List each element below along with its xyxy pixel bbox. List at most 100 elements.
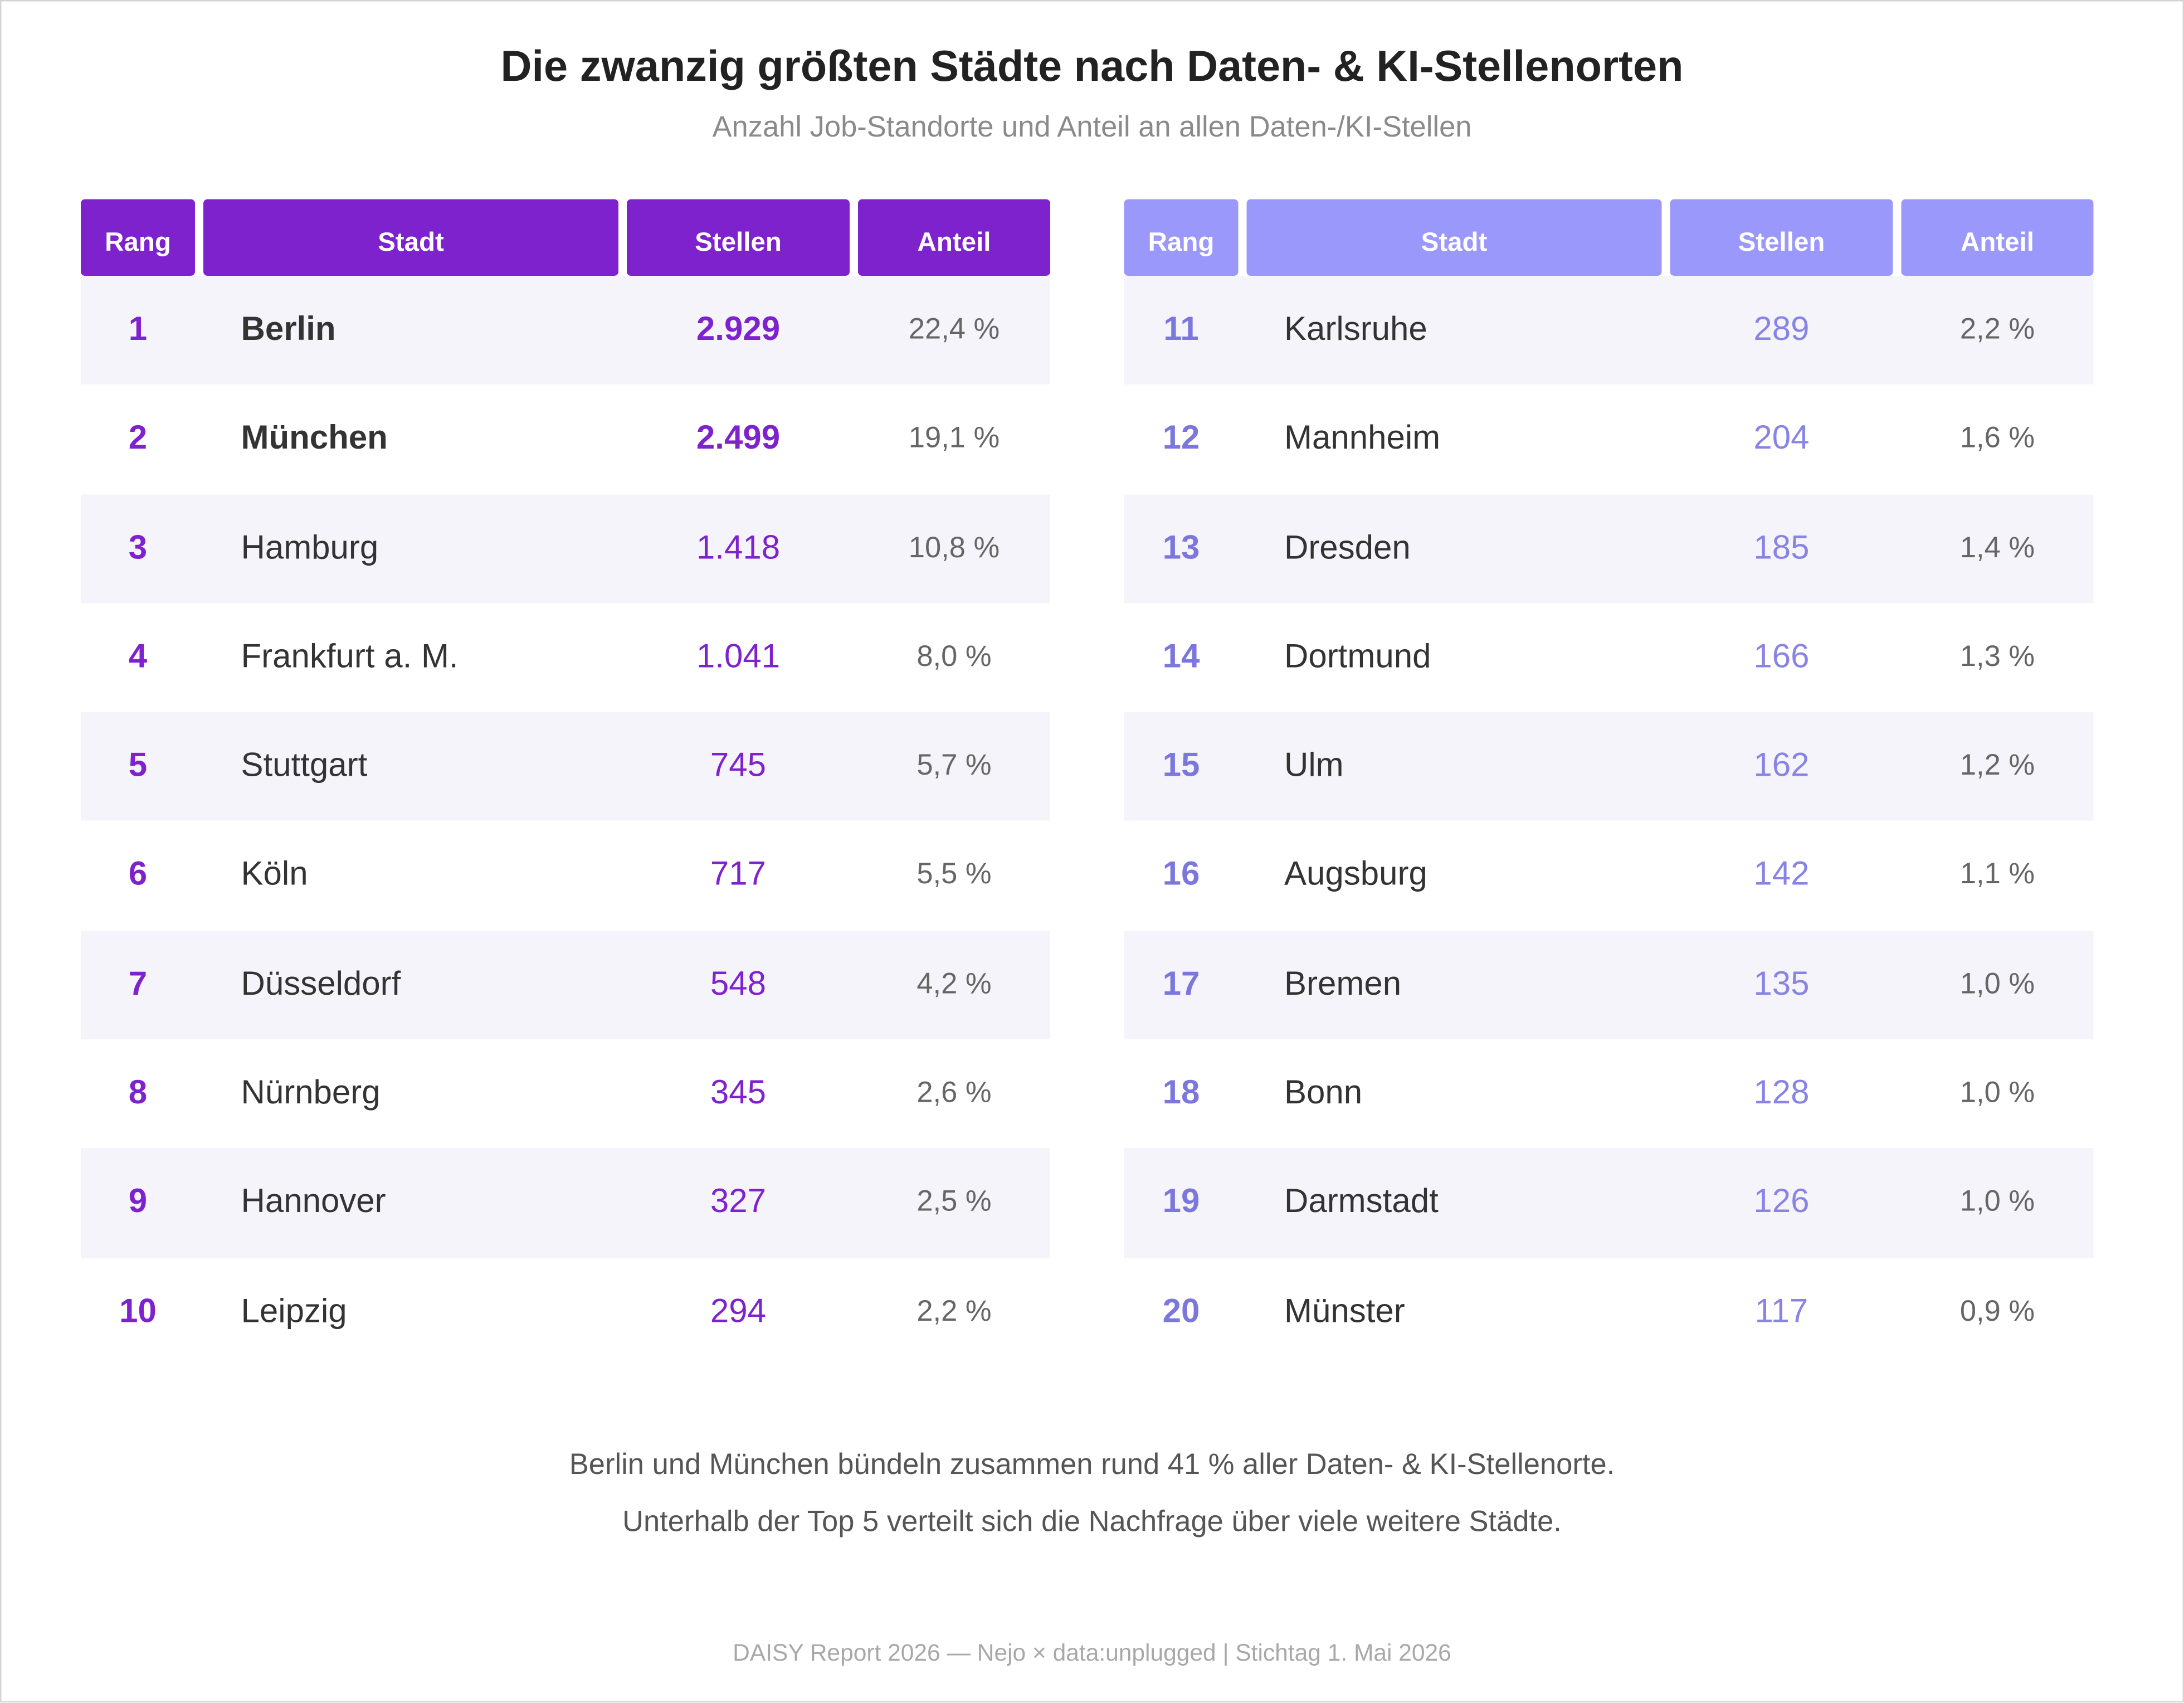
rank-cell: 13 — [1162, 528, 1200, 567]
source-credit: DAISY Report 2026 — Nejo × data:unplugge… — [733, 1639, 1451, 1667]
header-share: Anteil — [1901, 199, 2094, 276]
table-row: 11 Karlsruhe 289 2,2 % — [1124, 276, 2094, 385]
share-cell: 1,2 % — [1959, 750, 2035, 782]
rank-cell: 19 — [1162, 1183, 1200, 1221]
rank-cell: 17 — [1162, 965, 1200, 1003]
rank-cell: 14 — [1162, 638, 1200, 676]
share-cell: 19,1 % — [908, 422, 1000, 455]
table-left-header: Rang Stadt Stellen Anteil — [81, 199, 1050, 276]
rank-cell: 20 — [1162, 1292, 1200, 1330]
rank-cell: 15 — [1162, 747, 1200, 785]
city-cell: Dresden — [1284, 528, 1411, 567]
table-row: 8 Nürnberg 345 2,6 % — [81, 1039, 1050, 1149]
footnote-line-1: Berlin und München bündeln zusammen rund… — [569, 1449, 1615, 1481]
city-cell: Nürnberg — [241, 1074, 381, 1112]
rank-cell: 18 — [1162, 1074, 1200, 1112]
share-cell: 1,1 % — [1959, 859, 2035, 891]
share-cell: 5,5 % — [916, 859, 992, 891]
table-row: 20 Münster 117 0,9 % — [1124, 1258, 2094, 1367]
jobs-cell: 289 — [1753, 310, 1810, 349]
share-cell: 10,8 % — [908, 531, 1000, 564]
rank-cell: 5 — [128, 747, 148, 785]
rank-cell: 16 — [1162, 856, 1200, 894]
city-cell: Stuttgart — [241, 747, 368, 785]
jobs-cell: 745 — [710, 747, 767, 785]
share-cell: 1,0 % — [1959, 1077, 2035, 1110]
header-jobs: Stellen — [1670, 199, 1893, 276]
rank-cell: 6 — [128, 856, 148, 894]
table-right-header: Rang Stadt Stellen Anteil — [1124, 199, 2094, 276]
table-row: 4 Frankfurt a. M. 1.041 8,0 % — [81, 603, 1050, 712]
table-row: 16 Augsburg 142 1,1 % — [1124, 821, 2094, 931]
jobs-cell: 717 — [710, 856, 767, 894]
jobs-cell: 135 — [1753, 965, 1810, 1003]
city-cell: Augsburg — [1284, 856, 1427, 894]
city-cell: Mannheim — [1284, 420, 1441, 458]
jobs-cell: 162 — [1753, 747, 1810, 785]
city-cell: München — [241, 420, 388, 458]
table-row: 3 Hamburg 1.418 10,8 % — [81, 494, 1050, 604]
table-left: Rang Stadt Stellen Anteil 1 Berlin 2.929 22… — [81, 199, 1050, 1367]
share-cell: 22,4 % — [908, 313, 1000, 346]
table-row: 15 Ulm 162 1,2 % — [1124, 712, 2094, 821]
share-cell: 1,6 % — [1959, 422, 2035, 455]
city-cell: Dortmund — [1284, 638, 1431, 676]
header-jobs: Stellen — [627, 199, 850, 276]
table-row: 9 Hannover 327 2,5 % — [81, 1148, 1050, 1258]
share-cell: 8,0 % — [916, 640, 992, 673]
city-cell: Ulm — [1284, 747, 1344, 785]
header-city: Stadt — [1246, 199, 1662, 276]
table-row: 1 Berlin 2.929 22,4 % — [81, 276, 1050, 385]
table-row: 13 Dresden 185 1,4 % — [1124, 494, 2094, 604]
share-cell: 4,2 % — [916, 967, 992, 1000]
city-cell: Hamburg — [241, 528, 379, 567]
rank-cell: 7 — [128, 965, 148, 1003]
rank-cell: 3 — [128, 528, 148, 567]
city-cell: Düsseldorf — [241, 965, 401, 1003]
share-cell: 1,3 % — [1959, 640, 2035, 673]
jobs-cell: 128 — [1753, 1074, 1810, 1112]
city-cell: Karlsruhe — [1284, 310, 1427, 349]
table-row: 2 München 2.499 19,1 % — [81, 385, 1050, 494]
city-cell: Hannover — [241, 1183, 386, 1221]
city-cell: Münster — [1284, 1292, 1405, 1330]
jobs-cell: 345 — [710, 1074, 767, 1112]
rank-cell: 9 — [128, 1183, 148, 1221]
table-row: 5 Stuttgart 745 5,7 % — [81, 712, 1050, 821]
jobs-cell: 142 — [1753, 856, 1810, 894]
city-cell: Leipzig — [241, 1292, 347, 1330]
table-right: Rang Stadt Stellen Anteil 11 Karlsruhe 289… — [1124, 199, 2094, 1367]
footnote-line-2: Unterhalb der Top 5 verteilt sich die Na… — [622, 1506, 1562, 1539]
city-cell: Bonn — [1284, 1074, 1363, 1112]
city-cell: Darmstadt — [1284, 1183, 1439, 1221]
share-cell: 1,0 % — [1959, 967, 2035, 1000]
city-cell: Bremen — [1284, 965, 1402, 1003]
jobs-cell: 2.929 — [696, 310, 781, 349]
rank-cell: 2 — [128, 420, 148, 458]
share-cell: 0,9 % — [1959, 1295, 2035, 1327]
table-left-body: 1 Berlin 2.929 22,4 % 2 München 2.499 19,1 % 3 Ha… — [81, 276, 1050, 1366]
city-cell: Berlin — [241, 310, 336, 349]
header-rank: Rang — [81, 199, 195, 276]
table-row: 18 Bonn 128 1,0 % — [1124, 1039, 2094, 1149]
jobs-cell: 126 — [1753, 1183, 1810, 1221]
jobs-cell: 185 — [1753, 528, 1810, 567]
rank-cell: 8 — [128, 1074, 148, 1112]
share-cell: 2,5 % — [916, 1186, 992, 1218]
rank-cell: 4 — [128, 638, 148, 676]
jobs-cell: 2.499 — [696, 420, 781, 458]
header-rank: Rang — [1124, 199, 1239, 276]
table-row: 10 Leipzig 294 2,2 % — [81, 1258, 1050, 1367]
jobs-cell: 548 — [710, 965, 767, 1003]
jobs-cell: 1.041 — [696, 638, 781, 676]
header-city: Stadt — [203, 199, 618, 276]
jobs-cell: 294 — [710, 1292, 767, 1330]
jobs-cell: 166 — [1753, 638, 1810, 676]
share-cell: 1,0 % — [1959, 1186, 2035, 1218]
table-row: 19 Darmstadt 126 1,0 % — [1124, 1148, 2094, 1258]
rank-cell: 11 — [1163, 310, 1199, 349]
table-row: 7 Düsseldorf 548 4,2 % — [81, 930, 1050, 1040]
table-row: 12 Mannheim 204 1,6 % — [1124, 385, 2094, 494]
